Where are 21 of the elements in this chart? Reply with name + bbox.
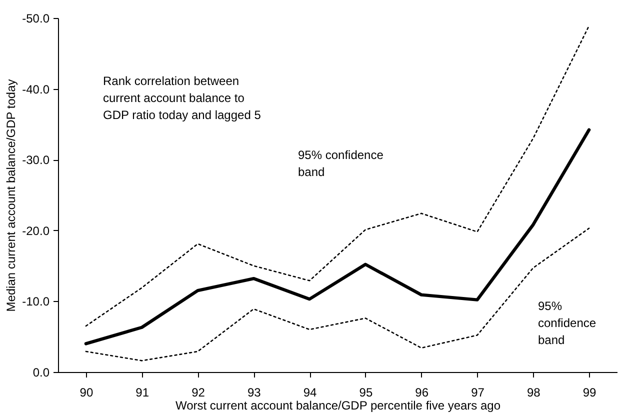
y-axis-title: Median current account balance/GDP today — [4, 79, 18, 312]
annotation: 95% confidence band — [538, 299, 596, 347]
x-tick-label: 97 — [471, 386, 485, 400]
y-tick-label: 0.0 — [32, 366, 50, 380]
annotation: 95% confidence band — [298, 148, 384, 179]
annotation: Rank correlation between current account balance to GDP ratio today and lagged 5 — [103, 74, 262, 122]
x-tick-label: 95 — [359, 386, 373, 400]
x-tick-label: 96 — [415, 386, 429, 400]
y-tick-label: -20.0 — [22, 224, 50, 238]
y-tick-label: -40.0 — [22, 82, 50, 96]
y-tick-label: -10.0 — [22, 294, 50, 309]
y-tick-label: -30.0 — [22, 153, 50, 168]
x-tick-label: 92 — [192, 386, 206, 400]
y-tick-label: -50.0 — [22, 12, 50, 26]
x-tick-label: 90 — [80, 386, 94, 400]
x-axis-title: Worst current account balance/GDP percentile five years ago — [175, 398, 501, 412]
x-tick-label: 91 — [136, 386, 150, 400]
x-tick-label: 93 — [247, 386, 262, 400]
x-tick-label: 99 — [582, 386, 597, 400]
x-tick-label: 94 — [303, 386, 318, 400]
x-tick-label: 98 — [526, 386, 541, 400]
